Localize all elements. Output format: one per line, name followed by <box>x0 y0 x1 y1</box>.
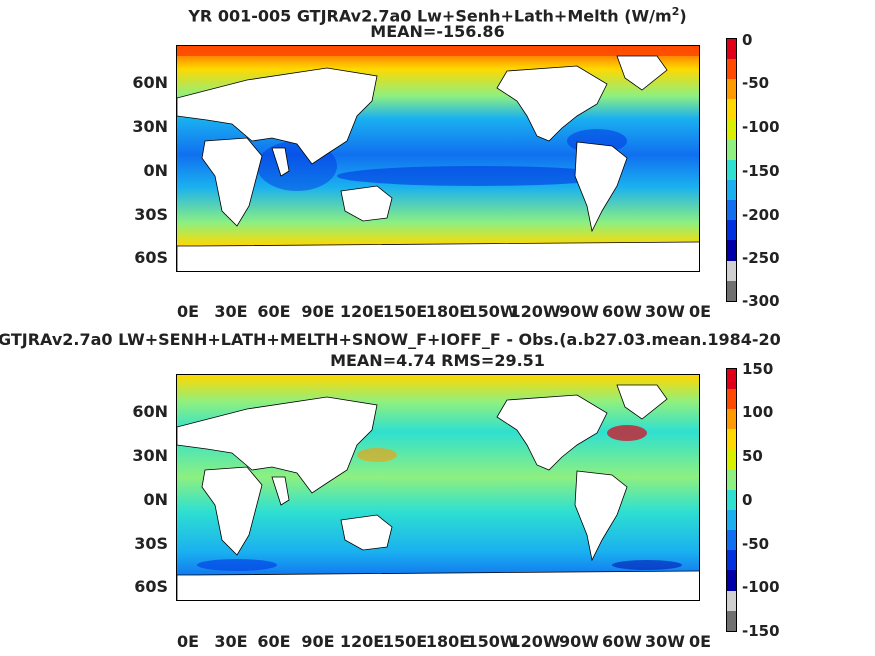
panel1-lon-label: 90W <box>559 302 599 321</box>
panel2-map <box>176 374 700 601</box>
panel1-colorbar-tick: -50 <box>742 74 770 92</box>
panel2-lat-0n: 0N <box>143 490 168 509</box>
panel2-colorbar-tick: 0 <box>742 491 753 509</box>
colorbar-segment <box>727 610 736 631</box>
colorbar-segment <box>727 449 736 470</box>
colorbar-segment <box>727 509 736 531</box>
colorbar-segment <box>727 570 736 591</box>
panel2-lon-label: 0E <box>688 632 712 651</box>
panel2-lon-label: 180E <box>425 632 471 651</box>
panel2-lon-label: 60E <box>257 632 291 651</box>
panel2-colorbar-tick: 100 <box>742 403 774 421</box>
colorbar-segment <box>727 530 736 551</box>
panel1-lon-label: 150W <box>466 302 518 321</box>
colorbar-segment <box>727 469 736 490</box>
panel2-colorbar-tick: 150 <box>742 360 774 378</box>
panel1-title-superscript: 2 <box>671 5 680 18</box>
colorbar-segment <box>727 139 736 160</box>
panel2-stats: MEAN=4.74 RMS=29.51 <box>330 351 545 370</box>
panel1-lon-label: 150E <box>382 302 428 321</box>
colorbar-segment <box>727 489 736 510</box>
panel1-colorbar-tick: -200 <box>742 206 780 224</box>
colorbar-segment <box>727 159 736 180</box>
panel2-lon-label: 120E <box>339 632 385 651</box>
panel1-lon-label: 30W <box>645 302 685 321</box>
colorbar-segment <box>727 409 736 430</box>
colorbar-segment <box>727 389 736 410</box>
colorbar-segment <box>727 99 736 120</box>
panel2-lon-label: 90E <box>301 632 335 651</box>
panel1-lat-60s: 60S <box>134 248 168 267</box>
panel2-lon-label: 0E <box>176 632 200 651</box>
colorbar-segment <box>727 79 736 100</box>
colorbar-segment <box>727 369 736 390</box>
panel1-map <box>176 45 700 272</box>
colorbar-segment <box>727 59 736 80</box>
panel1-lat-30s: 30S <box>134 205 168 224</box>
panel2-lon-label: 30E <box>214 632 248 651</box>
panel1-lon-label: 60E <box>257 302 291 321</box>
panel2-colorbar-tick: 50 <box>742 447 763 465</box>
colorbar-segment <box>727 200 736 221</box>
panel1-lon-label: 60W <box>602 302 642 321</box>
panel1-title-text: YR 001-005 GTJRAv2.7a0 Lw+Senh+Lath+Melt… <box>188 6 672 26</box>
panel1-mean: MEAN=-156.86 <box>370 22 505 41</box>
colorbar-segment <box>727 590 736 611</box>
colorbar-segment <box>727 280 736 301</box>
colorbar-segment <box>727 179 736 201</box>
panel1-colorbar <box>726 38 737 302</box>
panel1-title-close: ) <box>679 6 687 26</box>
panel1-colorbar-tick: -150 <box>742 162 780 180</box>
colorbar-segment <box>727 240 736 261</box>
panel1-colorbar-tick: -300 <box>742 292 780 310</box>
panel2-title: GTJRAv2.7a0 LW+SENH+LATH+MELTH+SNOW_F+IO… <box>0 330 781 349</box>
panel2-lat-30s: 30S <box>134 534 168 553</box>
panel1-lat-30n: 30N <box>132 117 168 136</box>
panel2-lon-label: 150E <box>382 632 428 651</box>
panel2-colorbar-tick: -100 <box>742 578 780 596</box>
panel2-lon-label: 60W <box>602 632 642 651</box>
colorbar-segment <box>727 429 736 450</box>
panel2-colorbar-tick: -150 <box>742 622 780 640</box>
panel1-lon-label: 0E <box>688 302 712 321</box>
panel1-title: YR 001-005 GTJRAv2.7a0 Lw+Senh+Lath+Melt… <box>0 2 875 25</box>
panel1-colorbar-tick: -100 <box>742 118 780 136</box>
panel1-lat-60n: 60N <box>132 73 168 92</box>
colorbar-segment <box>727 119 736 140</box>
panel2-lat-30n: 30N <box>132 446 168 465</box>
panel2-colorbar <box>726 368 737 632</box>
panel1-lon-label: 180E <box>425 302 471 321</box>
panel2-lon-label: 120W <box>509 632 561 651</box>
colorbar-segment <box>727 260 736 281</box>
panel1-lon-label: 120E <box>339 302 385 321</box>
colorbar-segment <box>727 39 736 60</box>
panel1-colorbar-tick: -250 <box>742 249 780 267</box>
panel1-lat-0n: 0N <box>143 161 168 180</box>
panel1-lon-label: 120W <box>509 302 561 321</box>
panel2-lat-60n: 60N <box>132 402 168 421</box>
panel2-lat-60s: 60S <box>134 577 168 596</box>
panel1-lon-label: 90E <box>301 302 335 321</box>
panel1-colorbar-tick: 0 <box>742 31 753 49</box>
panel1-lon-label: 30E <box>214 302 248 321</box>
panel2-lon-label: 90W <box>559 632 599 651</box>
panel2-lon-label: 150W <box>466 632 518 651</box>
colorbar-segment <box>727 550 736 571</box>
colorbar-segment <box>727 220 736 241</box>
panel2-lon-label: 30W <box>645 632 685 651</box>
panel2-colorbar-tick: -50 <box>742 535 770 553</box>
panel1-lon-label: 0E <box>176 302 200 321</box>
